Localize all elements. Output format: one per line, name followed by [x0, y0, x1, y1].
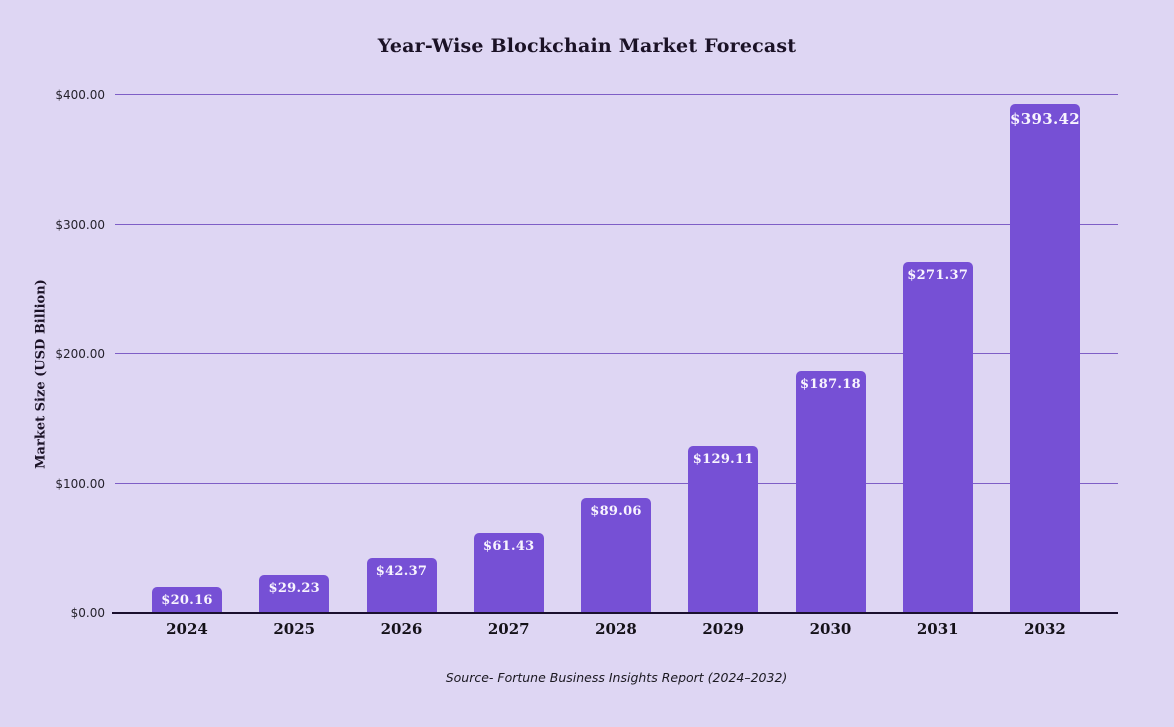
bar-2025: $29.23: [259, 575, 330, 613]
bar-value-label: $187.18: [800, 377, 861, 392]
x-axis-line: [112, 612, 1118, 614]
gridline-100: [115, 482, 1118, 484]
x-label-2027: 2027: [487, 620, 530, 638]
bar-value-label: $393.42: [1010, 110, 1080, 128]
y-tick-label-100: $100.00: [55, 476, 105, 491]
bar-2029: $129.11: [688, 446, 759, 613]
y-tick-label-200: $200.00: [55, 347, 105, 361]
x-label-2028: 2028: [595, 620, 637, 638]
bar-2026: $42.37: [366, 558, 437, 613]
x-label-2030: 2030: [809, 620, 852, 638]
bar-value-label: $89.06: [590, 504, 642, 519]
x-label-2031: 2031: [916, 620, 959, 638]
bar-2032: $393.42: [1010, 104, 1080, 613]
bar-value-label: $29.23: [268, 581, 321, 596]
bar-2024: $20.16: [152, 587, 222, 613]
gridline-300: [115, 223, 1118, 225]
bar-value-label: $42.37: [375, 564, 428, 579]
bar-2027: $61.43: [473, 533, 544, 613]
x-label-2025: 2025: [273, 620, 316, 638]
x-label-2024: 2024: [166, 620, 208, 638]
y-axis-title: Market Size (USD Billion): [33, 279, 49, 469]
gridline-400: [115, 94, 1118, 95]
bar-value-label: $271.37: [907, 268, 969, 283]
x-label-2032: 2032: [1024, 620, 1066, 638]
x-label-2029: 2029: [702, 620, 745, 638]
x-label-2026: 2026: [380, 620, 423, 638]
source-note: Source- Fortune Business Insights Report…: [445, 670, 788, 685]
gridline-200: [115, 353, 1118, 354]
bar-value-label: $20.16: [161, 593, 213, 608]
bar-2031: $271.37: [902, 262, 973, 613]
bar-value-label: $129.11: [692, 452, 754, 467]
chart-title: Year-Wise Blockchain Market Forecast: [377, 35, 797, 57]
y-tick-label-400: $400.00: [55, 88, 105, 102]
bar-value-label: $61.43: [482, 539, 535, 554]
bar-2030: $187.18: [795, 371, 866, 613]
y-tick-label-0: $0.00: [70, 606, 105, 620]
bar-2028: $89.06: [581, 498, 651, 613]
y-tick-label-300: $300.00: [55, 217, 105, 232]
plot-area: $20.16 $29.23 $42.37 $61.43 $89.06 $129.11 $18…: [112, 94, 1118, 614]
